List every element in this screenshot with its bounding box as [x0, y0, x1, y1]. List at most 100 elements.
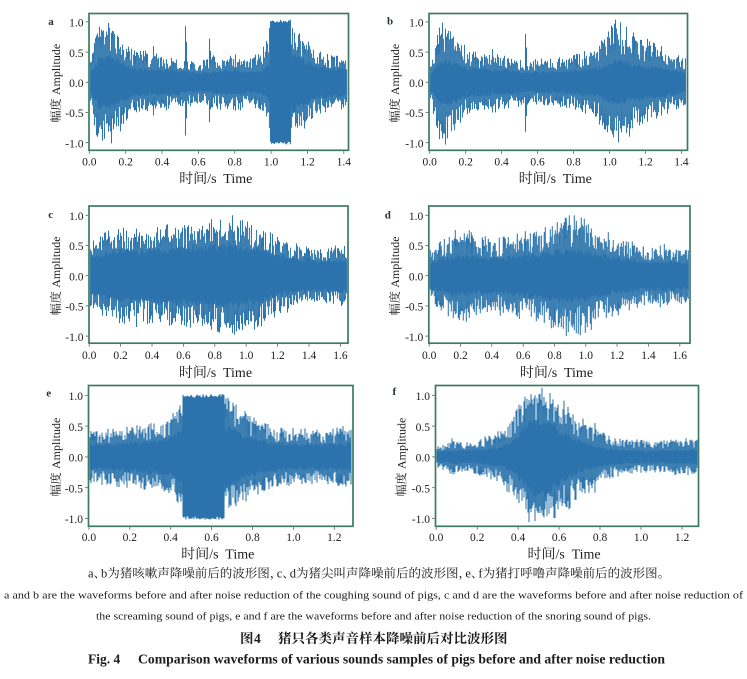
svg-text:-1.0: -1.0 [65, 138, 83, 150]
svg-text:0.0: 0.0 [423, 157, 438, 169]
svg-text:1.4: 1.4 [674, 157, 689, 169]
svg-text:1.4: 1.4 [337, 157, 352, 169]
svg-text:1.2: 1.2 [610, 350, 625, 362]
svg-text:0.4: 0.4 [494, 157, 509, 169]
svg-text:/s Time: /s Time [548, 366, 593, 381]
svg-text:1.4: 1.4 [641, 350, 656, 362]
svg-text:0.0: 0.0 [409, 271, 424, 283]
svg-text:0.0: 0.0 [69, 271, 84, 283]
svg-text:Amplitude: Amplitude [388, 236, 402, 287]
svg-text:1.0: 1.0 [409, 211, 424, 223]
svg-text:1.0: 1.0 [409, 18, 424, 30]
svg-text:a and b are the waveforms befo: a and b are the waveforms before and aft… [4, 590, 743, 602]
svg-text:Fig. 4: Fig. 4 [88, 652, 120, 667]
svg-text:d: d [290, 567, 297, 581]
svg-text:/s Time: /s Time [209, 547, 254, 562]
svg-text:-0.5: -0.5 [405, 108, 423, 120]
svg-text:0.6: 0.6 [204, 532, 219, 544]
svg-text:b: b [387, 15, 393, 27]
svg-text:/s Time: /s Time [207, 366, 252, 381]
svg-text:Comparison waveforms of variou: Comparison waveforms of various sounds s… [138, 652, 665, 667]
svg-text:0.8: 0.8 [566, 157, 581, 169]
svg-text:-1.0: -1.0 [65, 514, 83, 526]
svg-text:b: b [101, 567, 107, 581]
svg-text:0.2: 0.2 [123, 532, 138, 544]
svg-text:-1.0: -1.0 [65, 332, 83, 344]
svg-text:0.4: 0.4 [145, 350, 160, 362]
svg-text:0.4: 0.4 [164, 532, 179, 544]
svg-text:Amplitude: Amplitude [49, 418, 63, 469]
svg-text:1.0: 1.0 [579, 350, 594, 362]
svg-text:1.0: 1.0 [69, 211, 84, 223]
svg-text:0.2: 0.2 [470, 532, 485, 544]
svg-text:0.8: 0.8 [228, 157, 243, 169]
svg-text:0.8: 0.8 [208, 350, 223, 362]
svg-text:-0.5: -0.5 [412, 483, 430, 495]
svg-text:e: e [465, 567, 471, 581]
svg-text:0.4: 0.4 [485, 350, 500, 362]
svg-text:1.6: 1.6 [333, 350, 348, 362]
svg-text:0.6: 0.6 [516, 350, 531, 362]
svg-text:Amplitude: Amplitude [49, 44, 63, 95]
svg-text:0.2: 0.2 [113, 350, 128, 362]
svg-text:-1.0: -1.0 [405, 138, 423, 150]
svg-text:1.6: 1.6 [673, 350, 688, 362]
svg-text:-1.0: -1.0 [405, 332, 423, 344]
svg-text:1.2: 1.2 [675, 532, 690, 544]
svg-text:-0.5: -0.5 [65, 108, 83, 120]
svg-text:f: f [393, 386, 397, 398]
svg-text:0.4: 0.4 [155, 157, 170, 169]
svg-text:1.0: 1.0 [264, 157, 279, 169]
svg-text:1.2: 1.2 [638, 157, 653, 169]
svg-text:/s Time: /s Time [207, 172, 252, 187]
svg-text:0.6: 0.6 [176, 350, 191, 362]
svg-text:1.0: 1.0 [286, 532, 301, 544]
svg-text:c: c [277, 567, 283, 581]
svg-text:1.0: 1.0 [634, 532, 649, 544]
svg-text:4: 4 [254, 631, 261, 646]
svg-text:c: c [48, 209, 53, 221]
svg-text:d: d [385, 209, 391, 221]
svg-text:-0.5: -0.5 [405, 302, 423, 314]
svg-text:0.2: 0.2 [453, 350, 468, 362]
svg-text:1.0: 1.0 [69, 18, 84, 30]
svg-text:0.0: 0.0 [82, 532, 97, 544]
svg-text:0.2: 0.2 [119, 157, 134, 169]
svg-text:0.8: 0.8 [547, 350, 562, 362]
svg-text:-1.0: -1.0 [412, 514, 430, 526]
svg-text:1.2: 1.2 [270, 350, 285, 362]
svg-text:0.0: 0.0 [409, 78, 424, 90]
svg-text:-0.5: -0.5 [65, 483, 83, 495]
svg-text:0.6: 0.6 [552, 532, 567, 544]
svg-text:f: f [478, 567, 483, 581]
svg-text:/s Time: /s Time [556, 547, 601, 562]
svg-text:0.2: 0.2 [459, 157, 474, 169]
svg-text:0.0: 0.0 [429, 532, 444, 544]
svg-text:0.0: 0.0 [82, 157, 97, 169]
svg-text:0.5: 0.5 [416, 422, 431, 434]
svg-text:e: e [46, 388, 51, 400]
svg-text:1.0: 1.0 [416, 391, 431, 403]
svg-text:the screaming sound of pigs, e: the screaming sound of pigs, e and f are… [96, 611, 651, 623]
svg-text:1.2: 1.2 [300, 157, 315, 169]
svg-text:0.6: 0.6 [530, 157, 545, 169]
svg-text:1.2: 1.2 [327, 532, 342, 544]
svg-text:1.0: 1.0 [69, 391, 84, 403]
svg-text:0.4: 0.4 [511, 532, 526, 544]
svg-text:0.8: 0.8 [593, 532, 608, 544]
svg-text:0.5: 0.5 [69, 241, 84, 253]
svg-text:Amplitude: Amplitude [388, 44, 402, 95]
svg-text:1.0: 1.0 [239, 350, 254, 362]
svg-text:0.6: 0.6 [191, 157, 206, 169]
svg-text:a: a [48, 16, 54, 28]
svg-text:0.0: 0.0 [416, 453, 431, 465]
svg-text:Amplitude: Amplitude [395, 418, 409, 469]
svg-text:0.5: 0.5 [409, 241, 424, 253]
svg-text:0.0: 0.0 [82, 350, 97, 362]
svg-text:-0.5: -0.5 [65, 302, 83, 314]
svg-text:1.0: 1.0 [602, 157, 617, 169]
svg-text:/s Time: /s Time [547, 172, 592, 187]
svg-text:0.8: 0.8 [245, 532, 260, 544]
svg-text:0.5: 0.5 [69, 48, 84, 60]
svg-text:0.5: 0.5 [409, 48, 424, 60]
